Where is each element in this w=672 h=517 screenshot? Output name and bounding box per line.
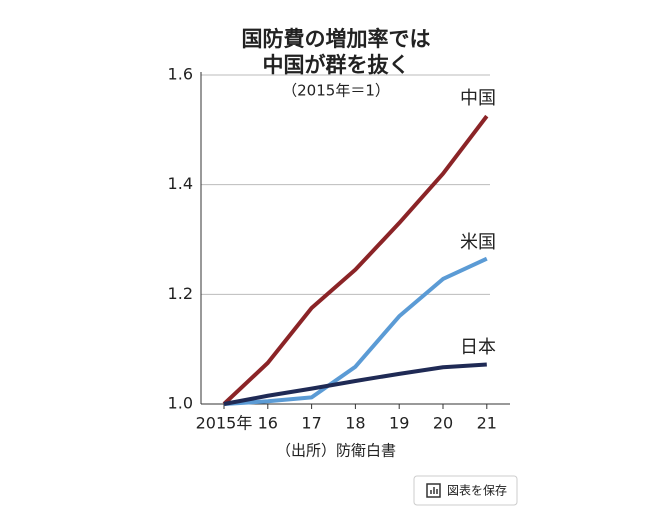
x-tick-label: 18	[345, 414, 365, 433]
chart-title: 国防費の増加率では	[242, 27, 431, 51]
line	[222, 114, 489, 406]
x-tick-label: 19	[389, 414, 409, 433]
x-tick-label: 21	[477, 414, 497, 433]
button-label[interactable]: 図表を保存	[447, 484, 507, 498]
series-label: 日本	[460, 337, 496, 358]
x-tick-label: 16	[258, 414, 278, 433]
chart-subtitle: （2015年＝1）	[282, 82, 390, 100]
y-tick-label: 1.6	[168, 65, 193, 84]
x-tick-label: 17	[301, 414, 321, 433]
x-tick-label: 2015年	[196, 414, 253, 433]
button-icon	[430, 487, 438, 494]
x-tick-label: 20	[433, 414, 453, 433]
series-label: 中国	[460, 88, 496, 109]
y-tick-label: 1.0	[168, 394, 193, 413]
line	[223, 362, 487, 406]
source-note: （出所）防衛白書	[276, 442, 396, 460]
save-button[interactable]: 図表を保存	[413, 475, 518, 506]
button-icon	[426, 483, 441, 498]
line	[223, 256, 488, 406]
chart-title: 中国が群を抜く	[263, 53, 410, 77]
series-label: 米国	[460, 232, 496, 253]
y-tick-label: 1.2	[168, 284, 193, 303]
y-tick-label: 1.4	[168, 174, 193, 193]
